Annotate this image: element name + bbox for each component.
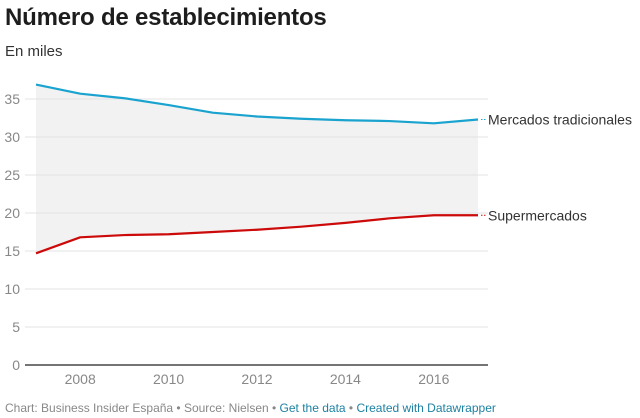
x-tick-label: 2014 xyxy=(330,371,361,387)
footer-separator: • xyxy=(345,401,357,415)
series-label: Mercados tradicionales xyxy=(488,112,632,128)
datawrapper-link[interactable]: Created with Datawrapper xyxy=(356,401,496,415)
series-line-supermercados xyxy=(35,214,478,255)
chart-subtitle: En miles xyxy=(5,43,63,60)
y-tick-label: 30 xyxy=(4,129,20,145)
fill-between-area xyxy=(36,84,478,254)
y-tick-label: 10 xyxy=(4,281,20,297)
chart-footer: Chart: Business Insider España • Source:… xyxy=(5,401,496,415)
chart-title: Número de establecimientos xyxy=(5,4,327,31)
series-label: Supermercados xyxy=(488,207,587,223)
y-tick-label: 35 xyxy=(4,91,20,107)
y-tick-label: 25 xyxy=(4,167,20,183)
x-tick-label: 2010 xyxy=(153,371,184,387)
get-data-link[interactable]: Get the data xyxy=(279,401,346,415)
x-tick-label: 2016 xyxy=(418,371,449,387)
y-tick-label: 0 xyxy=(12,357,20,373)
y-tick-label: 20 xyxy=(4,205,20,221)
line-chart: 0 5 10 15 20 25 30 35 2008 2010 2012 2014 2016 Mercad… xyxy=(4,83,632,387)
series-line-mercados-tradicionales xyxy=(35,83,479,125)
x-tick-label: 2008 xyxy=(65,371,96,387)
y-tick-label: 15 xyxy=(4,243,20,259)
x-tick-label: 2012 xyxy=(241,371,272,387)
y-tick-label: 5 xyxy=(12,319,20,335)
source-text: Chart: Business Insider España • Source:… xyxy=(5,401,280,415)
